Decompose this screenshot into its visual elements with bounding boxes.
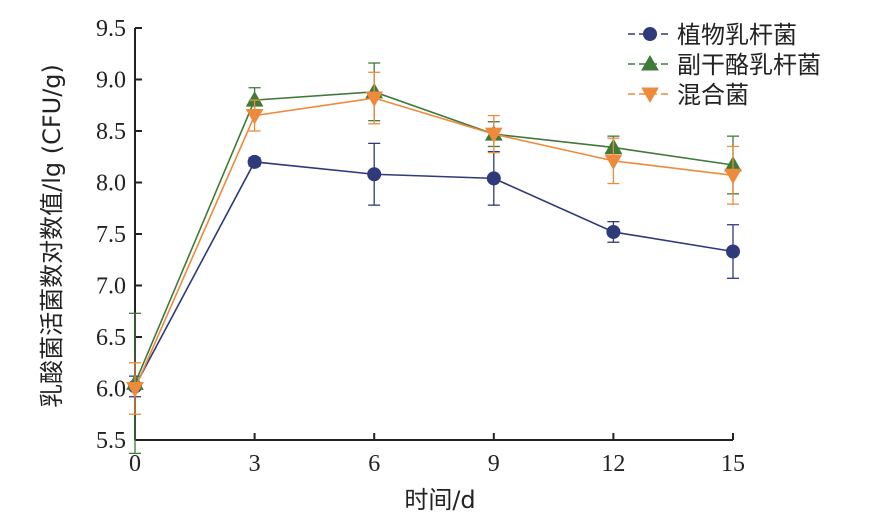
data-point-triangle-down [126, 382, 144, 398]
y-tick-label: 7.0 [96, 274, 126, 300]
series-line [134, 161, 734, 387]
legend-item: 副干酪乳杆菌 [628, 51, 821, 79]
x-tick-label: 6 [368, 451, 380, 477]
y-tick-label: 5.5 [96, 428, 126, 454]
data-point-circle [367, 167, 382, 182]
data-point-circle [643, 27, 657, 41]
data-point-circle [726, 244, 740, 259]
data-point-circle [247, 154, 262, 169]
y-tick-label: 7.5 [96, 222, 126, 248]
y-tick-label: 8.5 [96, 119, 126, 145]
data-point-triangle-down [484, 127, 503, 144]
legend-label: 混合菌 [677, 81, 749, 109]
y-tick-label: 9.0 [96, 68, 126, 94]
series [126, 71, 742, 415]
series [126, 62, 742, 455]
x-ticks: 0 3 6 9 12 15 [129, 433, 745, 477]
y-tick-label: 9.5 [96, 16, 126, 42]
series-line [134, 91, 734, 384]
data-point-triangle-down [641, 87, 659, 104]
series-group [126, 62, 742, 455]
y-ticks: 5.5 6.0 6.5 7.0 7.5 8.0 8.5 9.0 9.5 [96, 16, 142, 454]
legend-item: 混合菌 [628, 81, 749, 109]
data-point-triangle-down [245, 109, 264, 125]
data-point-triangle-down [365, 91, 384, 108]
series-line [134, 97, 734, 389]
legend-item: 植物乳杆菌 [628, 21, 797, 49]
y-tick-label: 6.5 [96, 325, 126, 351]
data-point-circle [606, 224, 621, 239]
data-point-circle [486, 171, 501, 186]
y-tick-label: 6.0 [96, 377, 126, 403]
legend-label: 植物乳杆菌 [677, 21, 797, 49]
x-tick-label: 15 [721, 451, 745, 477]
data-point-triangle-up [641, 54, 659, 71]
x-tick-label: 12 [601, 451, 625, 477]
x-axis-title: 时间/d [404, 486, 475, 514]
y-axis-title: 乳酸菌活菌数对数值/lg (CFU/g) [38, 64, 66, 408]
data-point-triangle-down [604, 154, 623, 170]
y-tick-label: 8.0 [96, 171, 126, 197]
data-point-triangle-down [724, 168, 742, 185]
x-tick-label: 0 [129, 451, 141, 477]
x-tick-label: 3 [249, 451, 261, 477]
x-tick-label: 9 [488, 451, 500, 477]
legend-label: 副干酪乳杆菌 [677, 51, 821, 79]
